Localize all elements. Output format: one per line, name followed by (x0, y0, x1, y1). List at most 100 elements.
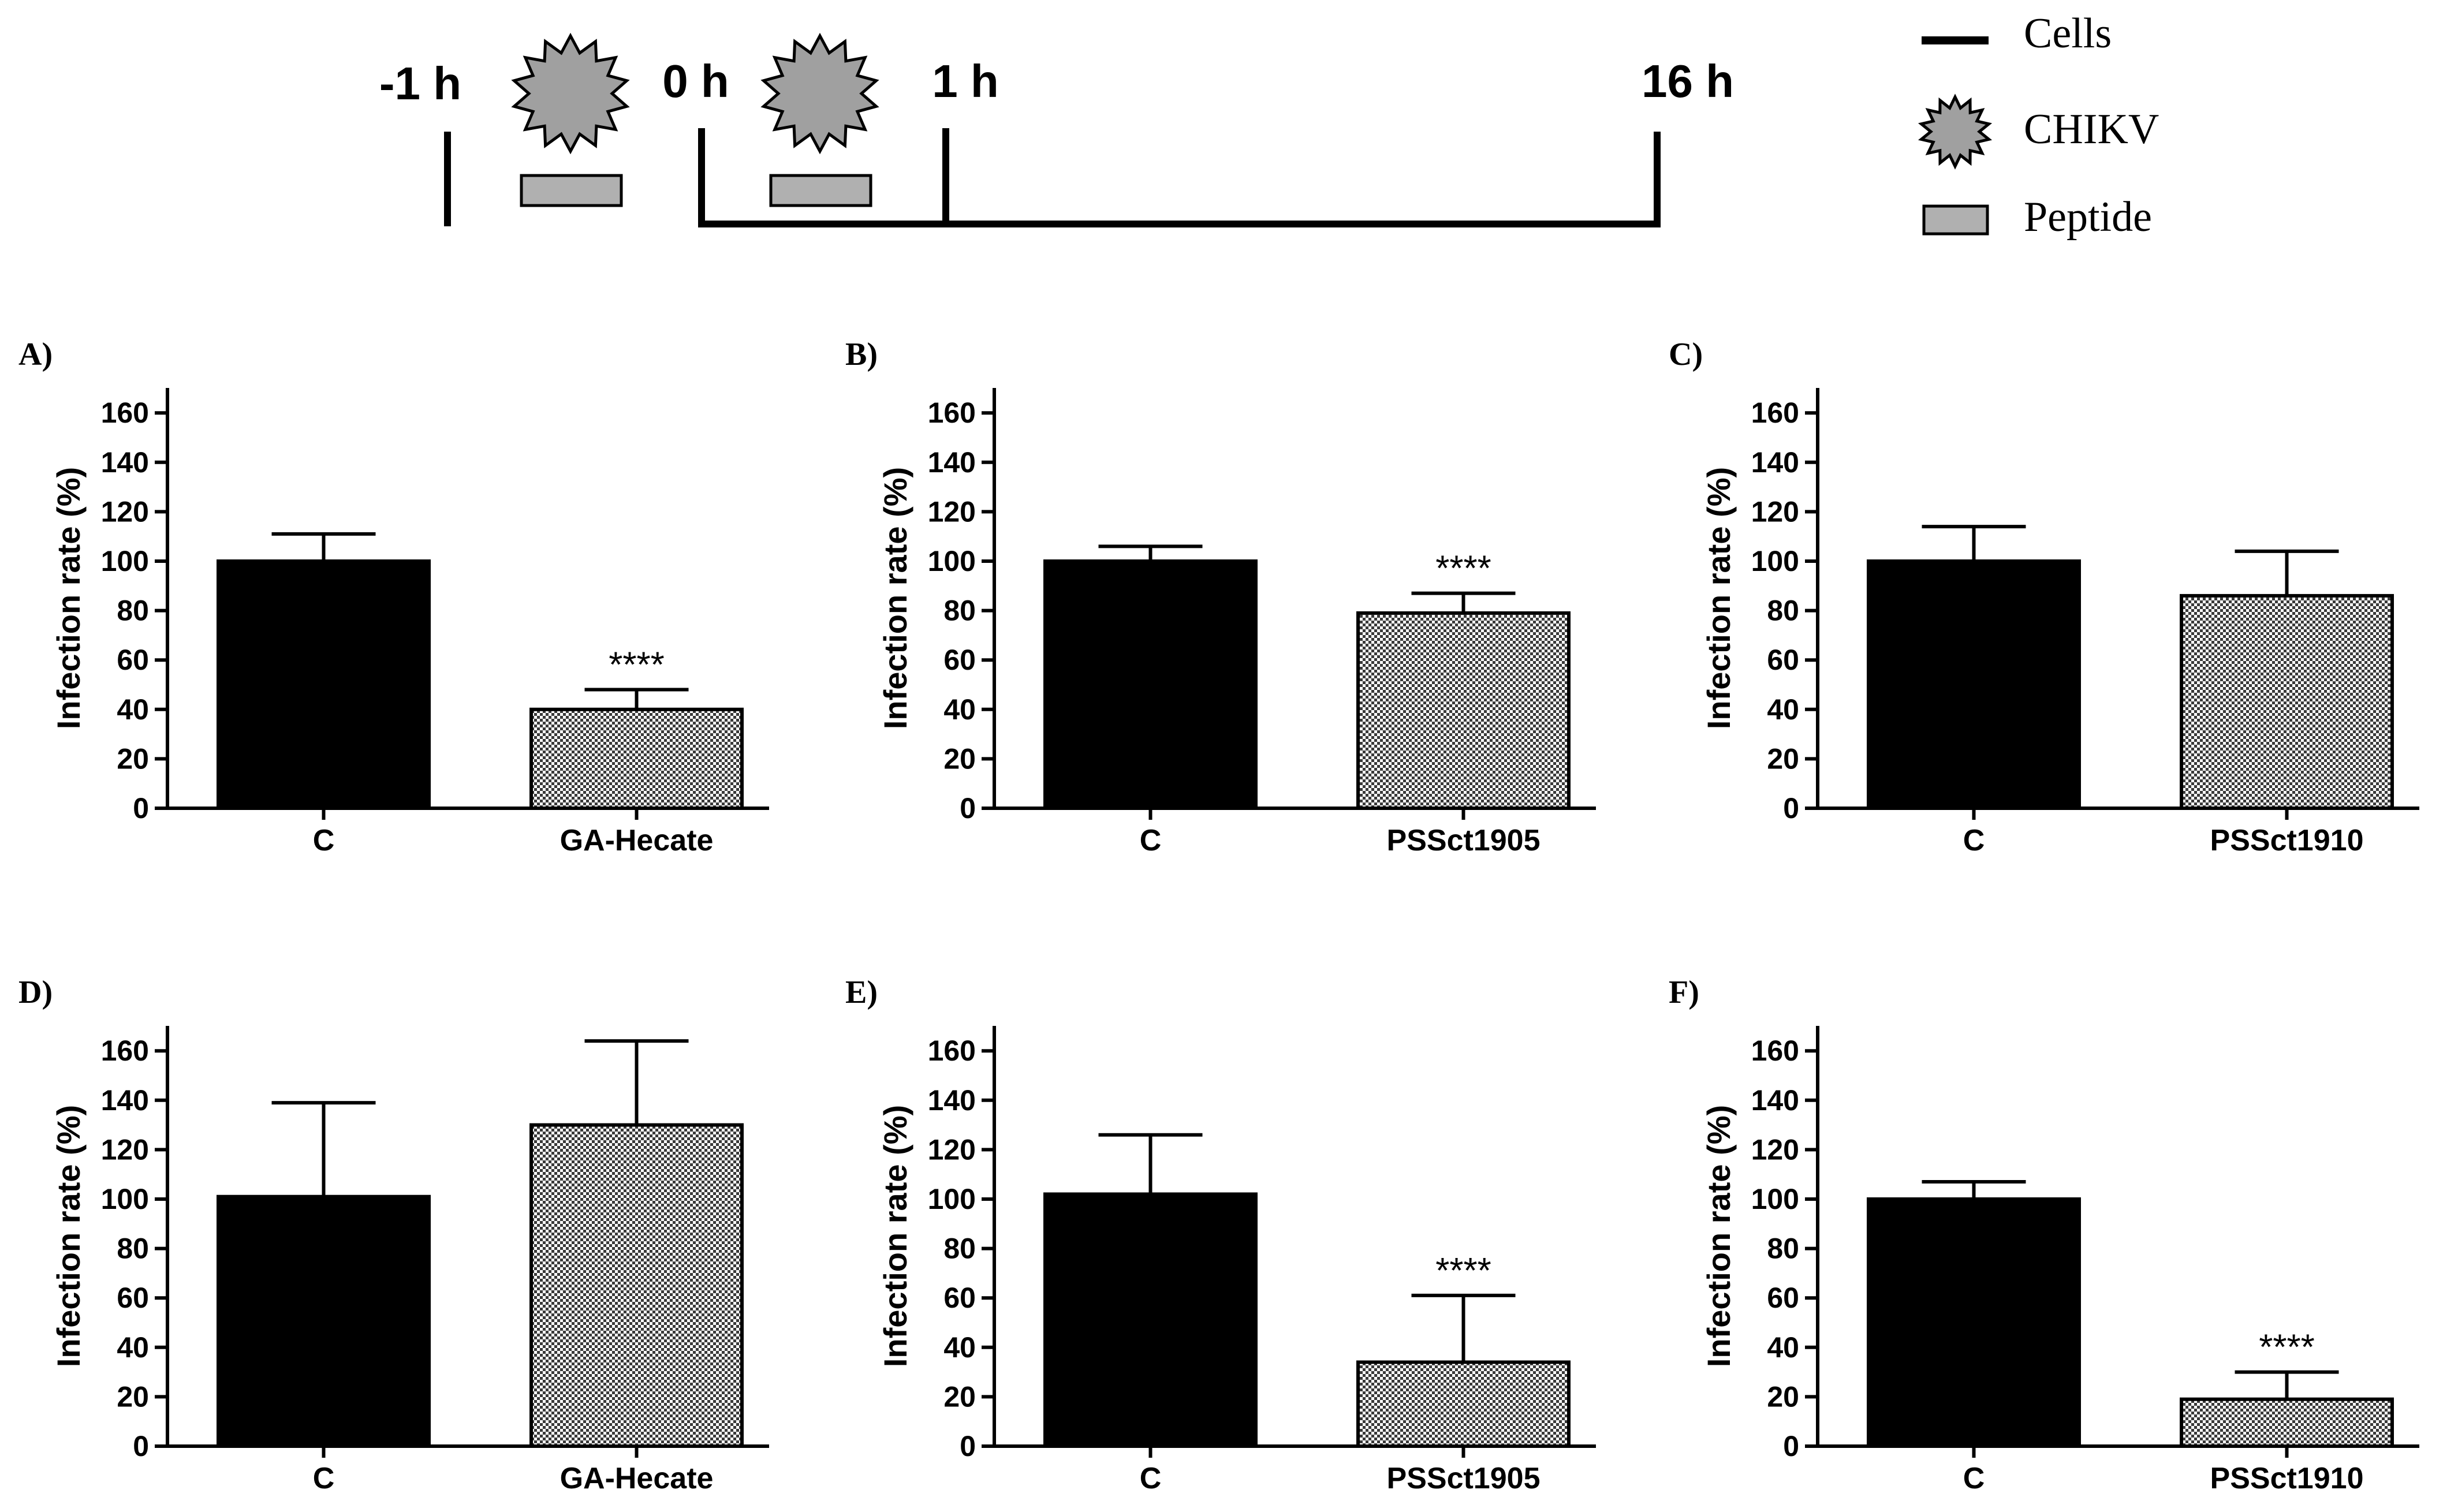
bar-peptide (529, 707, 744, 811)
x-tick-label: C (313, 1462, 335, 1495)
peptide-rect-icon (520, 174, 623, 207)
legend-label-cells: Cells (2024, 10, 2112, 57)
legend: Cells CHIKV Peptide (1918, 10, 2159, 241)
legend-label-chikv: CHIKV (2024, 106, 2159, 153)
y-tick-label: 140 (1751, 446, 1799, 479)
y-tick-label: 20 (1767, 742, 1799, 775)
y-tick-label: 0 (1783, 1430, 1799, 1462)
y-tick-label: 20 (943, 1380, 976, 1413)
timeline-schematic: -1 h 0 h 1 h 16 h (379, 32, 1734, 227)
x-tick-label: GA-Hecate (560, 824, 714, 857)
chart-panel-5: E) 0 20 40 60 80 100 120 140 160 Infection rate (%… (845, 975, 1596, 1495)
bar-control (217, 1194, 431, 1448)
bar-control (1043, 1192, 1258, 1448)
bar-peptide (1356, 611, 1571, 810)
y-tick-label: 80 (1767, 595, 1799, 627)
bar-control (217, 559, 431, 810)
y-tick-label: 80 (117, 1233, 149, 1265)
y-tick-label: 140 (928, 446, 976, 479)
x-tick-label: C (313, 824, 335, 857)
y-tick-label: 120 (101, 1133, 149, 1166)
x-tick-label: PSSct1910 (2210, 824, 2364, 857)
timeline-label-minus1h: -1 h (379, 58, 461, 109)
y-tick-label: 100 (928, 1183, 976, 1215)
panel-label: C) (1669, 337, 1703, 372)
timeline-label-1h: 1 h (932, 55, 999, 107)
virus-star-icon (1918, 94, 1993, 170)
legend-label-peptide: Peptide (2024, 193, 2152, 241)
x-tick-label: PSSct1910 (2210, 1462, 2364, 1495)
y-tick-label: 60 (117, 1282, 149, 1314)
virus-star-icon (511, 32, 630, 155)
y-tick-label: 100 (928, 545, 976, 577)
y-tick-label: 60 (1767, 644, 1799, 676)
y-tick-label: 60 (117, 644, 149, 676)
y-tick-label: 140 (101, 446, 149, 479)
y-tick-label: 0 (960, 1430, 976, 1462)
panel-label: E) (845, 975, 878, 1010)
chart-panel-2: B) 0 20 40 60 80 100 120 140 160 Infection rate (%… (845, 337, 1596, 857)
x-tick-label: PSSct1905 (1387, 824, 1541, 857)
bar-peptide (1356, 1360, 1571, 1448)
y-tick-label: 40 (943, 693, 976, 726)
y-tick-label: 120 (928, 1133, 976, 1166)
virus-star-icon (760, 32, 879, 155)
y-tick-label: 0 (133, 792, 149, 824)
x-tick-label: C (1963, 1462, 1985, 1495)
peptide-rect-icon (1922, 204, 1989, 236)
chart-panel-3: C) 0 20 40 60 80 100 120 140 160 Infection rate (%… (1669, 337, 2419, 857)
y-axis-label: Infection rate (%) (1700, 467, 1737, 729)
chart-panel-6: F) 0 20 40 60 80 100 120 140 160 Infection rate (%… (1669, 975, 2419, 1495)
x-tick-label: C (1140, 824, 1162, 857)
y-tick-label: 100 (1751, 545, 1799, 577)
significance-marker: **** (1435, 549, 1491, 589)
significance-marker: **** (2259, 1328, 2315, 1368)
y-tick-label: 160 (928, 1035, 976, 1067)
y-tick-label: 0 (133, 1430, 149, 1462)
y-tick-label: 120 (928, 495, 976, 528)
chart-panel-4: D) 0 20 40 60 80 100 120 140 160 Infection rate (%… (18, 975, 769, 1495)
y-tick-label: 80 (1767, 1233, 1799, 1265)
y-tick-label: 120 (1751, 1133, 1799, 1166)
y-tick-label: 100 (1751, 1183, 1799, 1215)
bar-control (1043, 559, 1258, 810)
y-axis-label: Infection rate (%) (50, 467, 87, 729)
y-tick-label: 0 (960, 792, 976, 824)
y-tick-label: 140 (928, 1084, 976, 1117)
y-tick-label: 100 (101, 545, 149, 577)
y-tick-label: 0 (1783, 792, 1799, 824)
x-tick-label: GA-Hecate (560, 1462, 714, 1495)
y-tick-label: 60 (943, 1282, 976, 1314)
bar-peptide (529, 1123, 744, 1448)
y-tick-label: 100 (101, 1183, 149, 1215)
y-tick-label: 80 (117, 595, 149, 627)
y-tick-label: 20 (117, 742, 149, 775)
y-tick-label: 40 (1767, 693, 1799, 726)
y-tick-label: 160 (101, 1035, 149, 1067)
bar-peptide (2180, 593, 2394, 811)
y-tick-label: 20 (943, 742, 976, 775)
y-tick-label: 40 (943, 1331, 976, 1364)
y-tick-label: 80 (943, 1233, 976, 1265)
panel-label: A) (18, 337, 53, 372)
y-tick-label: 160 (928, 397, 976, 429)
significance-marker: **** (609, 645, 665, 685)
y-tick-label: 20 (1767, 1380, 1799, 1413)
y-tick-label: 160 (101, 397, 149, 429)
timeline-label-0h: 0 h (662, 55, 729, 107)
y-axis-label: Infection rate (%) (877, 467, 913, 729)
significance-marker: **** (1435, 1251, 1491, 1291)
y-tick-label: 160 (1751, 1035, 1799, 1067)
y-tick-label: 20 (117, 1380, 149, 1413)
y-tick-label: 60 (1767, 1282, 1799, 1314)
x-tick-label: C (1140, 1462, 1162, 1495)
y-tick-label: 40 (1767, 1331, 1799, 1364)
y-tick-label: 120 (1751, 495, 1799, 528)
y-axis-label: Infection rate (%) (50, 1105, 87, 1367)
x-tick-label: C (1963, 824, 1985, 857)
panel-label: F) (1669, 975, 1699, 1010)
bar-control (1867, 1197, 2081, 1448)
y-tick-label: 140 (1751, 1084, 1799, 1117)
bar-control (1867, 559, 2081, 810)
